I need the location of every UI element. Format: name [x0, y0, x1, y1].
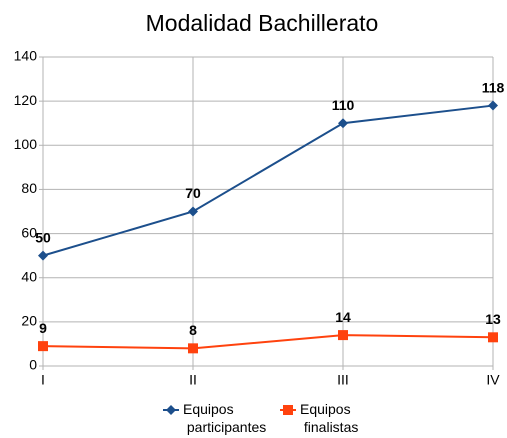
line — [42, 104, 494, 257]
marker — [488, 332, 498, 343]
x-tick-label: IV — [486, 372, 500, 388]
marker — [38, 341, 48, 352]
y-tick-label: 100 — [14, 136, 38, 152]
marker — [188, 206, 198, 217]
marker — [166, 405, 176, 415]
y-tick-label: 140 — [14, 48, 38, 64]
data-label: 14 — [335, 309, 351, 325]
x-tick-label: II — [189, 372, 197, 388]
y-tick-label: 80 — [21, 180, 37, 196]
data-label: 8 — [189, 322, 197, 338]
legend-label: Equipos participantes — [183, 401, 266, 435]
marker — [338, 118, 348, 129]
marker — [338, 330, 348, 341]
marker — [283, 405, 293, 415]
y-tick-label: 0 — [29, 357, 37, 373]
line — [42, 334, 494, 350]
x-tick-label: I — [41, 372, 45, 388]
y-tick-label: 60 — [21, 224, 37, 240]
marker — [488, 100, 498, 111]
data-label: 13 — [485, 311, 501, 327]
data-label: 50 — [35, 229, 51, 245]
marker — [38, 250, 48, 261]
x-tick-label: III — [337, 372, 349, 388]
y-tick-label: 40 — [21, 268, 37, 284]
data-label: 9 — [39, 320, 47, 336]
data-label: 118 — [482, 79, 505, 95]
data-label: 70 — [185, 185, 201, 201]
data-label: 110 — [332, 97, 355, 113]
chart-title: Modalidad Bachillerato — [146, 10, 379, 36]
marker — [188, 343, 198, 354]
legend-label: Equipos finalistas — [300, 401, 358, 435]
y-tick-label: 20 — [21, 313, 37, 329]
y-tick-label: 120 — [14, 92, 38, 108]
